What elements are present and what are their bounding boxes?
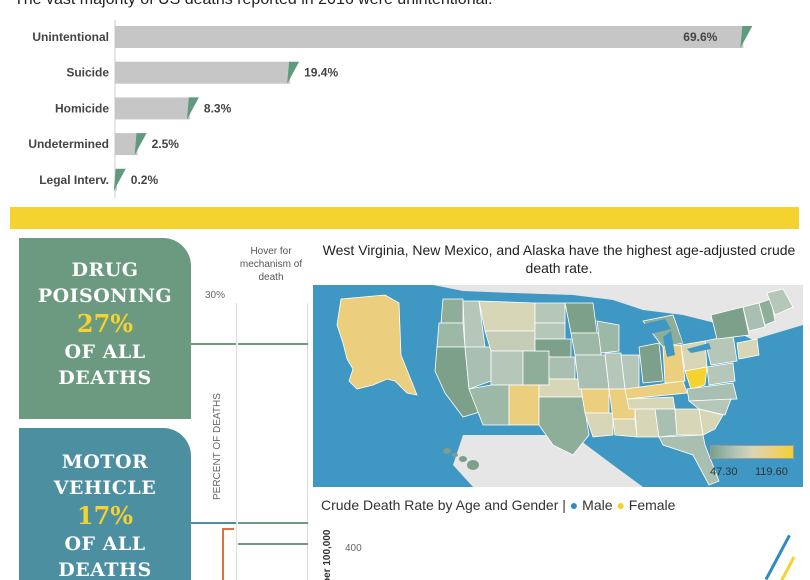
female-dot-icon: ●: [616, 497, 625, 513]
bar-category-label: Homicide: [55, 101, 109, 115]
bar-end-cap: [740, 26, 753, 48]
male-legend-label[interactable]: Male: [582, 497, 613, 513]
bar-end-cap: [134, 133, 147, 156]
motor-segment[interactable]: [238, 522, 308, 524]
drug-segment[interactable]: [238, 343, 308, 345]
hover-instruction: Hover for mechanism of death: [239, 246, 303, 283]
us-death-rate-map[interactable]: 47.30 119.60: [313, 285, 803, 487]
mechanism-bar-chart: Unintentional 69.6% Suicide 19.4% Homicide 8.…: [28, 20, 753, 198]
headline: The vast majority of US deaths reported …: [14, 0, 493, 9]
us-map-svg: [313, 285, 803, 487]
mechanism-column[interactable]: [236, 303, 308, 580]
card-line-2: POISONING: [37, 285, 173, 307]
bar[interactable]: [115, 26, 744, 48]
orange-segment[interactable]: [222, 528, 234, 530]
bar-category-label: Suicide: [66, 66, 109, 80]
percent-axis-tick: 30%: [205, 290, 226, 301]
card-percent: 27%: [76, 309, 134, 338]
motor-connector-line: [190, 522, 236, 524]
bar-value-label: 8.3%: [204, 101, 232, 115]
state-hawaii: [443, 448, 479, 470]
bar-category-label: Undetermined: [28, 137, 109, 151]
state-west-virginia: [684, 366, 708, 390]
bar-value-label: 19.4%: [304, 66, 338, 80]
bar-end-cap: [287, 61, 300, 84]
decorative-yellow-stroke: [778, 556, 796, 580]
bar-end-cap: [186, 97, 199, 120]
bottom-chart-title: Crude Death Rate by Age and Gender | ● M…: [321, 497, 675, 513]
card-line-1: MOTOR: [61, 451, 149, 473]
female-legend-label[interactable]: Female: [628, 497, 676, 513]
card-line-5: DEATHS: [58, 559, 152, 580]
bar[interactable]: [115, 97, 190, 120]
bottom-y-tick: 400: [345, 543, 362, 554]
state-alaska: [336, 294, 418, 396]
motor-vehicle-card[interactable]: MOTOR VEHICLE 17% OF ALL DEATHS: [19, 428, 191, 580]
section-divider-band: [10, 207, 799, 229]
map-legend-ramp: [710, 445, 794, 459]
map-title: West Virginia, New Mexico, and Alaska ha…: [322, 242, 796, 276]
bar-category-label: Legal Interv.: [39, 173, 109, 187]
other-segment[interactable]: [238, 543, 308, 545]
bar[interactable]: [115, 61, 291, 84]
bottom-chart-title-text: Crude Death Rate by Age and Gender |: [321, 497, 566, 513]
map-legend-max: 119.60: [755, 466, 788, 478]
bottom-y-axis-label: per 100,000: [322, 529, 333, 580]
map-legend-min: 47.30: [710, 466, 738, 478]
bar-value-label: 0.2%: [131, 173, 159, 187]
card-line-4: OF ALL: [64, 341, 146, 363]
card-line-1: DRUG: [71, 259, 139, 281]
card-line-4: OF ALL: [64, 533, 146, 555]
drug-poisoning-card[interactable]: DRUG POISONING 27% OF ALL DEATHS: [19, 238, 191, 419]
male-dot-icon: ●: [569, 497, 579, 513]
bar-value-label: 2.5%: [152, 137, 180, 151]
card-percent: 17%: [76, 501, 134, 530]
card-line-5: DEATHS: [58, 367, 152, 389]
state-new-mexico: [508, 384, 540, 426]
card-line-2: VEHICLE: [53, 477, 157, 499]
bar[interactable]: [115, 133, 138, 156]
percent-axis-label: PERCENT OF DEATHS: [212, 393, 223, 500]
bar-value-label: 69.6%: [683, 30, 717, 44]
bar-category-label: Unintentional: [32, 30, 109, 44]
bar-end-cap: [113, 168, 126, 191]
orange-segment-stem: [222, 528, 224, 580]
drug-connector-line: [190, 343, 236, 345]
